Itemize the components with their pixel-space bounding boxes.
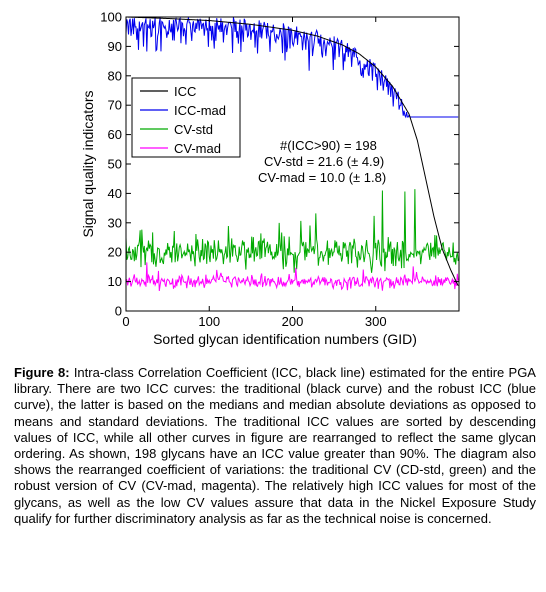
y-tick-label: 60 — [108, 127, 122, 142]
y-tick-label: 20 — [108, 245, 122, 260]
ticks-layer: 0 100 200 300 0 10 20 30 40 50 60 70 80 90 100 — [100, 10, 459, 329]
series-line-cv-std — [125, 189, 459, 273]
y-tick-label: 90 — [108, 39, 122, 54]
y-axis-label: Signal quality indicators — [80, 90, 96, 237]
figure-caption: Figure 8: Intra-class Correlation Coeffi… — [14, 365, 536, 527]
legend-label-icc-mad: ICC-mad — [174, 103, 226, 118]
legend-label-cv-mad: CV-mad — [174, 141, 221, 156]
series-line-cv-mad — [125, 262, 459, 292]
legend-label-icc: ICC — [174, 84, 196, 99]
annotation-cv-mad: CV-mad = 10.0 (± 1.8) — [258, 170, 386, 185]
x-tick-label: 300 — [365, 314, 387, 329]
caption-text: Intra-class Correlation Coefficient (ICC… — [14, 365, 536, 526]
y-tick-label: 70 — [108, 98, 122, 113]
x-axis-label: Sorted glycan identification numbers (GI… — [153, 331, 417, 347]
series-layer — [125, 16, 459, 292]
legend-label-cv-std: CV-std — [174, 122, 213, 137]
legend: ICC ICC-mad CV-std CV-mad — [131, 77, 241, 158]
y-tick-label: 50 — [108, 157, 122, 172]
y-tick-label: 10 — [108, 274, 122, 289]
x-tick-label: 100 — [198, 314, 220, 329]
y-tick-label: 30 — [108, 215, 122, 230]
line-chart: 0 100 200 300 0 10 20 30 40 50 60 70 80 90 100 ICC ICC… — [80, 10, 460, 347]
y-tick-label: 100 — [100, 10, 122, 25]
annotation-block: #(ICC>90) = 198 CV-std = 21.6 (± 4.9) CV… — [258, 138, 386, 185]
x-tick-label: 200 — [282, 314, 304, 329]
y-tick-label: 0 — [115, 304, 122, 319]
caption-label: Figure 8: — [14, 365, 70, 380]
figure: 0 100 200 300 0 10 20 30 40 50 60 70 80 90 100 ICC ICC… — [80, 10, 460, 347]
series-line-icc-mad — [125, 16, 459, 119]
y-tick-label: 40 — [108, 186, 122, 201]
annotation-cv-std: CV-std = 21.6 (± 4.9) — [264, 154, 384, 169]
y-tick-label: 80 — [108, 68, 122, 83]
series-line-icc — [125, 16, 459, 286]
x-tick-label: 0 — [122, 314, 129, 329]
annotation-count: #(ICC>90) = 198 — [280, 138, 377, 153]
